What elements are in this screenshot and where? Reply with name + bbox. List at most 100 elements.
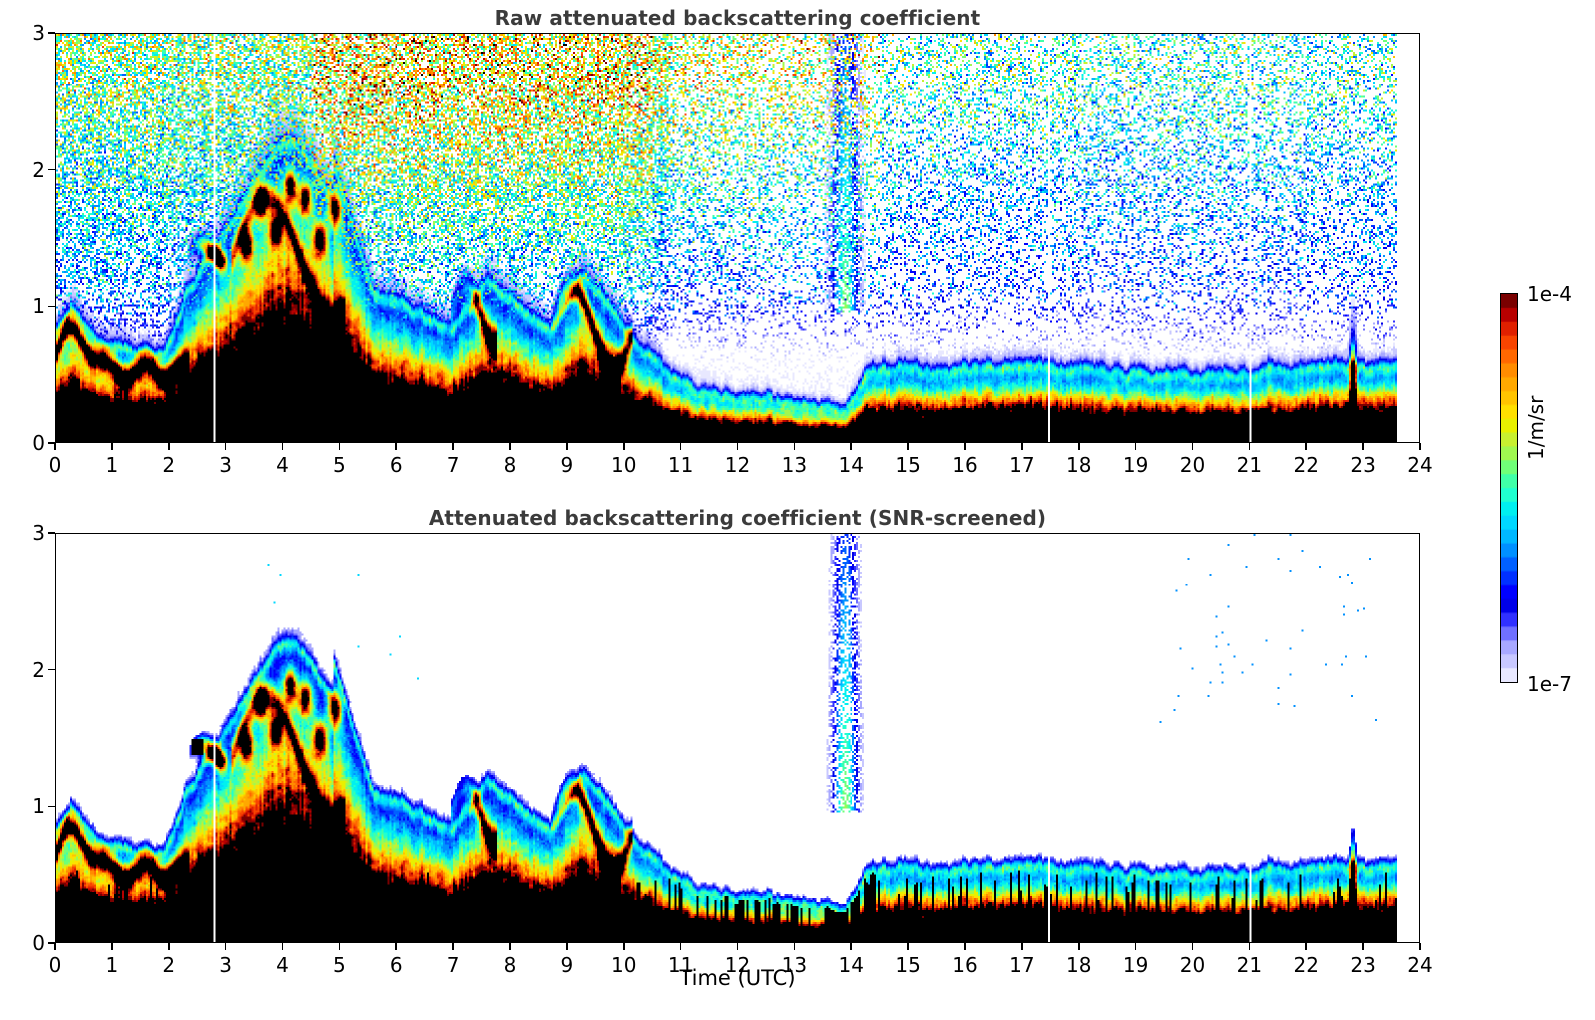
x-tick-label-0: 0	[48, 953, 62, 977]
x-tick-label-top-21: 21	[1236, 453, 1263, 477]
x-tick-0-21	[1248, 443, 1251, 450]
x-tick-1-3	[224, 943, 227, 950]
x-tick-label-top-1: 1	[105, 453, 119, 477]
x-tick-1-0	[54, 943, 56, 950]
x-tick-label-12: 12	[724, 953, 751, 977]
x-tick-0-0	[54, 443, 56, 450]
x-tick-label-8: 8	[503, 953, 517, 977]
x-tick-0-2	[167, 443, 170, 450]
y-tick-label-0-0: 0	[32, 431, 45, 455]
x-tick-1-5	[338, 943, 341, 950]
x-tick-0-5	[338, 443, 341, 450]
x-tick-0-4	[281, 443, 284, 450]
x-tick-label-top-12: 12	[724, 453, 751, 477]
x-tick-label-top-13: 13	[781, 453, 808, 477]
x-tick-label-top-16: 16	[952, 453, 978, 477]
x-tick-0-20	[1191, 443, 1194, 450]
x-tick-0-3	[224, 443, 227, 450]
x-tick-label-top-9: 9	[560, 453, 574, 477]
x-tick-1-20	[1191, 943, 1194, 950]
y-tick-1-0	[48, 942, 55, 944]
x-tick-0-11	[679, 443, 682, 450]
x-tick-label-23: 23	[1350, 953, 1376, 977]
y-tick-label-1-0: 0	[32, 931, 45, 955]
x-tick-label-top-8: 8	[503, 453, 517, 477]
x-tick-1-21	[1248, 943, 1251, 950]
x-tick-1-23	[1362, 943, 1364, 950]
colorbar	[1500, 293, 1518, 683]
x-tick-0-22	[1305, 443, 1308, 450]
colorbar-unit-label: 1/m/sr	[1524, 395, 1548, 460]
x-tick-label-top-4: 4	[276, 453, 289, 477]
x-tick-0-10	[622, 443, 625, 450]
x-tick-1-4	[281, 943, 284, 950]
x-tick-label-22: 22	[1293, 953, 1319, 977]
x-tick-label-3: 3	[219, 953, 232, 977]
x-tick-1-22	[1305, 943, 1308, 950]
colorbar-min-label: 1e-7	[1527, 672, 1572, 696]
x-tick-1-11	[679, 943, 682, 950]
x-tick-label-top-24: 24	[1407, 453, 1433, 477]
x-tick-0-1	[111, 443, 113, 450]
x-tick-1-1	[111, 943, 113, 950]
y-tick-1-3	[48, 532, 55, 534]
y-tick-0-2	[48, 168, 55, 171]
y-tick-label-0-2: 2	[32, 157, 45, 182]
panel-title-raw: Raw attenuated backscattering coefficien…	[494, 6, 981, 30]
y-tick-0-0	[48, 442, 55, 444]
x-tick-label-20: 20	[1179, 953, 1206, 977]
x-tick-label-top-11: 11	[667, 453, 694, 477]
x-tick-label-top-6: 6	[389, 453, 403, 477]
x-tick-label-9: 9	[560, 953, 574, 977]
x-tick-1-16	[964, 943, 966, 950]
x-tick-1-9	[566, 943, 568, 950]
x-tick-1-19	[1134, 943, 1137, 950]
x-tick-label-top-10: 10	[611, 453, 637, 477]
colorbar-max-label: 1e-4	[1527, 282, 1572, 306]
x-tick-0-8	[509, 443, 511, 450]
x-tick-label-top-17: 17	[1009, 453, 1035, 477]
x-tick-label-4: 4	[276, 953, 289, 977]
x-tick-0-16	[964, 443, 966, 450]
x-tick-1-10	[622, 943, 625, 950]
x-tick-1-18	[1077, 943, 1080, 950]
x-tick-label-10: 10	[611, 953, 637, 977]
x-tick-0-18	[1077, 443, 1080, 450]
x-tick-1-24	[1419, 943, 1421, 950]
x-tick-label-top-7: 7	[446, 453, 460, 477]
x-tick-0-17	[1021, 443, 1023, 450]
x-tick-1-17	[1021, 943, 1023, 950]
y-tick-1-2	[48, 668, 55, 671]
x-tick-1-8	[509, 943, 511, 950]
heatmap-canvas-raw	[56, 34, 1419, 442]
x-tick-1-2	[167, 943, 170, 950]
x-tick-0-24	[1419, 443, 1421, 450]
x-tick-label-top-3: 3	[219, 453, 232, 477]
x-tick-label-6: 6	[389, 953, 403, 977]
x-tick-label-5: 5	[333, 953, 346, 977]
x-tick-label-top-15: 15	[895, 453, 921, 477]
x-tick-1-6	[395, 943, 398, 950]
x-tick-0-19	[1134, 443, 1137, 450]
y-tick-label-1-1: 1	[32, 794, 45, 819]
x-tick-label-21: 21	[1236, 953, 1263, 977]
x-tick-1-7	[452, 943, 454, 950]
x-tick-0-23	[1362, 443, 1364, 450]
x-tick-0-15	[907, 443, 909, 450]
x-axis-label: Time (UTC)	[679, 966, 796, 990]
x-tick-0-7	[452, 443, 454, 450]
x-tick-1-15	[907, 943, 909, 950]
x-tick-label-15: 15	[895, 953, 921, 977]
x-tick-label-17: 17	[1009, 953, 1035, 977]
x-tick-label-18: 18	[1066, 953, 1092, 977]
x-tick-label-top-23: 23	[1350, 453, 1376, 477]
x-tick-label-top-2: 2	[162, 453, 176, 477]
x-tick-1-12	[736, 943, 739, 950]
x-tick-1-13	[793, 943, 796, 950]
x-tick-label-14: 14	[838, 953, 864, 977]
x-tick-label-top-14: 14	[838, 453, 864, 477]
panel-title-screened: Attenuated backscattering coefficient (S…	[428, 506, 1047, 530]
x-tick-label-top-18: 18	[1066, 453, 1092, 477]
y-tick-0-3	[48, 32, 55, 34]
